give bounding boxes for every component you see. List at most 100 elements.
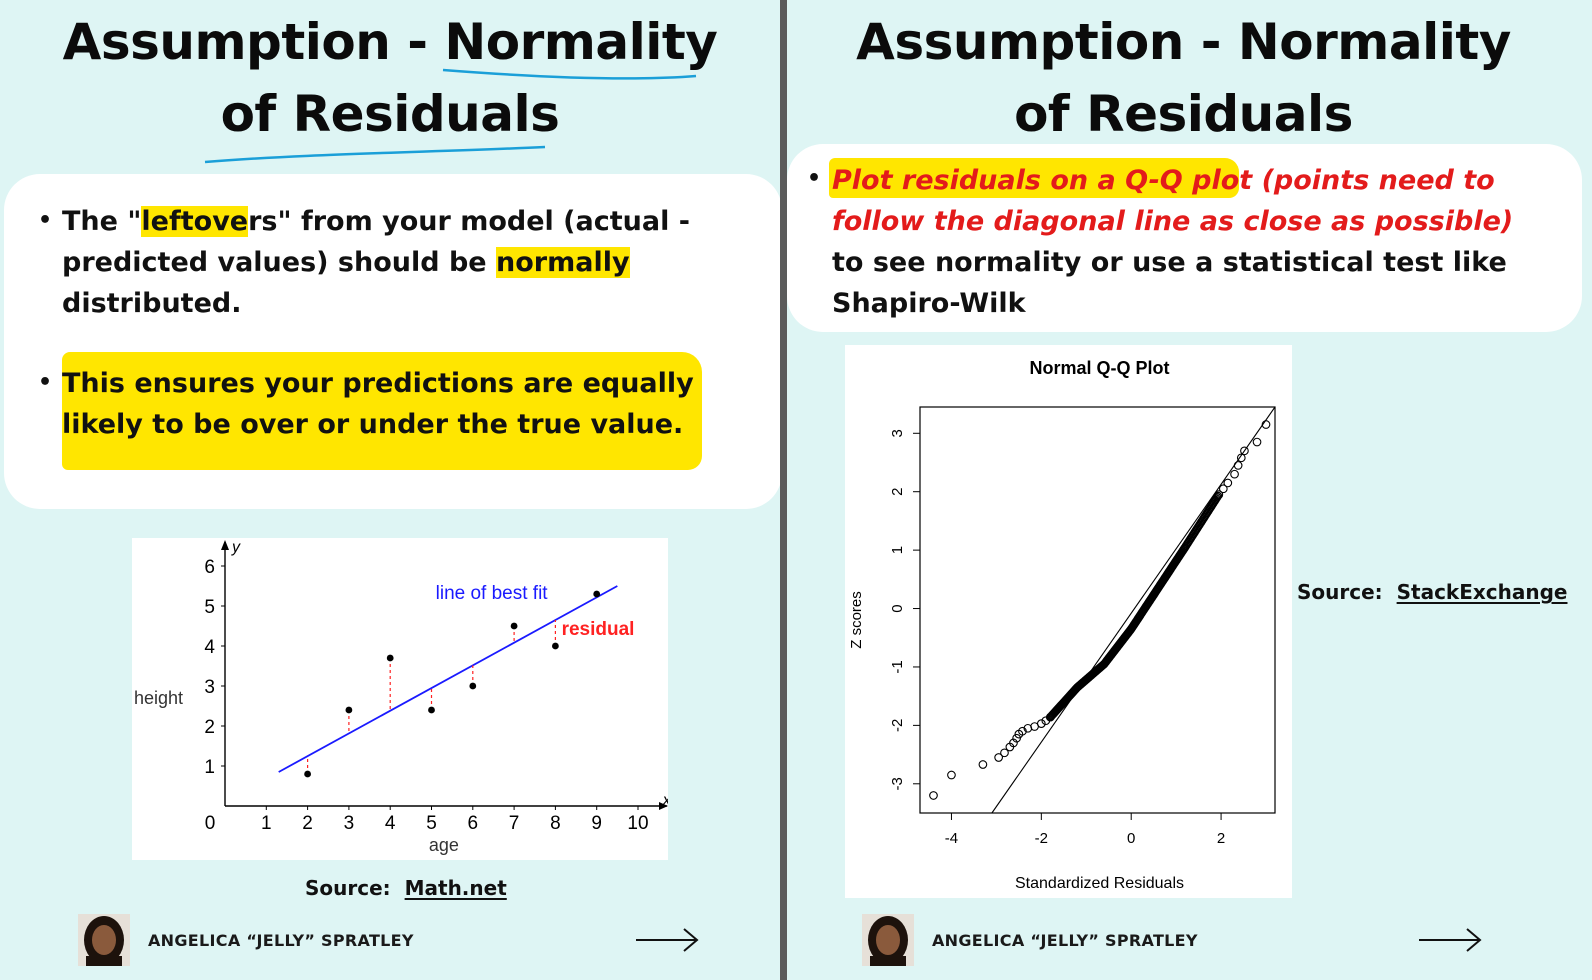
x-tick-label: 4: [385, 813, 396, 834]
qq-point: [1212, 493, 1222, 502]
x-tick-label: 6: [468, 813, 479, 834]
x-tick-label: 3: [344, 813, 355, 834]
author-avatar: [78, 914, 130, 966]
slide-1: Assumption - Normality of Residuals • Th…: [0, 0, 780, 980]
x-tick-label: 0: [1127, 830, 1135, 847]
highlight-block: [62, 352, 702, 470]
y-tick-label: -1: [889, 660, 906, 673]
qq-point: [1233, 461, 1243, 470]
x-tick-label: -4: [945, 830, 958, 847]
data-point: [469, 682, 477, 690]
bullet-dot: •: [807, 166, 822, 191]
qq-point: [994, 753, 1003, 762]
qq-point: [1223, 478, 1233, 488]
author-name: ANGELICA “JELLY” SPRATLEY: [932, 931, 1198, 950]
qq-point: [1252, 437, 1262, 447]
y-axis-symbol: y: [231, 539, 241, 556]
data-point: [304, 770, 311, 778]
x-tick-label: 10: [627, 813, 648, 834]
qq-point: [1012, 733, 1021, 743]
y-tick-label: 6: [204, 557, 215, 578]
bullet-leftovers: The "leftovers" from your model (actual …: [62, 206, 690, 319]
qq-plot-svg: Normal Q-Q Plot -4 -2 0 2 -3 -2 -1 0 1 2 3 Standardi…: [848, 358, 1276, 892]
residual-chart: x y 0 1 2 3 4 5 6 7 8 9 10 1 2 3 4 5 6 age height line of bes…: [132, 538, 672, 860]
author-name: ANGELICA “JELLY” SPRATLEY: [148, 931, 414, 950]
slide-2: Assumption - Normality of Residuals • Pl…: [787, 0, 1592, 980]
content-card: • Plot residuals on a Q-Q plot (points n…: [787, 144, 1582, 332]
reference-line: [991, 406, 1276, 814]
data-point: [345, 706, 353, 714]
residual-chart-svg: x y 0 1 2 3 4 5 6 7 8 9 10 1 2 3 4 5 6 age height line of bes…: [134, 539, 672, 855]
y-tick-label: -2: [889, 719, 906, 732]
data-point: [593, 590, 601, 598]
qq-plot-chart: Normal Q-Q Plot -4 -2 0 2 -3 -2 -1 0 1 2 3 Standardi…: [845, 345, 1292, 898]
x-tick-label: 9: [591, 813, 602, 834]
x-axis-label: Standardized Residuals: [1015, 875, 1184, 892]
bullet-dot: •: [38, 208, 53, 233]
plot-frame: [919, 406, 1276, 814]
chart-title: Normal Q-Q Plot: [1029, 358, 1169, 378]
x-tick-label: 5: [426, 813, 437, 834]
y-tick-label: 1: [889, 546, 906, 554]
bullet-dot: •: [38, 370, 53, 395]
data-point: [386, 654, 394, 662]
y-axis-label: Z scores: [848, 591, 865, 649]
y-axis-label: height: [134, 688, 183, 708]
x-axis-symbol: x: [662, 792, 668, 809]
highlight-stroke: [829, 158, 1239, 198]
next-arrow-icon[interactable]: [634, 926, 704, 954]
qq-point: [1230, 469, 1239, 479]
author-avatar: [862, 914, 914, 966]
qq-point: [947, 770, 956, 780]
y-tick-label: 2: [889, 488, 906, 496]
qq-point: [1036, 719, 1046, 728]
source-caption: Source: Math.net: [305, 876, 507, 900]
qq-point: [1218, 484, 1228, 494]
data-point: [428, 706, 435, 714]
y-tick-label: 1: [204, 757, 215, 778]
qq-point: [1213, 491, 1223, 501]
qq-point: [929, 791, 938, 800]
fit-line-label: line of best fit: [436, 583, 549, 604]
residual-label: residual: [562, 619, 635, 640]
x-tick-label: -2: [1035, 830, 1048, 847]
x-tick-label: 2: [1217, 830, 1225, 847]
source-link[interactable]: Math.net: [404, 876, 507, 900]
y-tick-label: 0: [889, 604, 906, 612]
x-tick-label: 7: [509, 813, 520, 834]
bullet-predictions: This ensures your predictions are equall…: [62, 368, 694, 440]
y-tick-label: 4: [204, 637, 215, 658]
source-caption: Source: StackExchange: [1297, 580, 1568, 604]
y-tick-label: 3: [889, 429, 906, 437]
x-tick-label: 1: [261, 813, 272, 834]
x-axis-arrow: [659, 802, 668, 810]
x-tick-label: 8: [550, 813, 561, 834]
x-axis-label: age: [429, 835, 459, 855]
qq-point: [978, 760, 988, 769]
y-tick-label: -3: [889, 777, 906, 790]
x-tick-label: 0: [205, 813, 216, 834]
y-tick-label: 2: [204, 717, 215, 738]
next-arrow-icon[interactable]: [1417, 926, 1487, 954]
source-link[interactable]: StackExchange: [1396, 580, 1568, 604]
qq-point: [1009, 738, 1018, 748]
bullet-qq-plot: Plot residuals on a Q-Q plot (points nee…: [832, 165, 1514, 319]
qq-point: [1045, 712, 1055, 722]
qq-point: [1018, 726, 1027, 736]
data-point: [510, 622, 518, 630]
y-axis-arrow: [221, 540, 229, 550]
qq-point: [1240, 446, 1249, 456]
title-underline-decoration: [204, 68, 697, 164]
fit-line: [278, 585, 618, 773]
qq-point: [1214, 490, 1224, 499]
qq-point: [1000, 748, 1009, 758]
data-point: [552, 642, 559, 650]
qq-point: [1236, 453, 1246, 463]
qq-point: [1261, 420, 1271, 429]
page-title: Assumption - Normality of Residuals: [62, 13, 718, 143]
y-tick-label: 5: [204, 597, 215, 618]
content-card: • The "leftovers" from your model (actua…: [4, 174, 780, 509]
x-tick-label: 2: [302, 813, 313, 834]
y-tick-label: 3: [204, 677, 215, 698]
page-title: Assumption - Normality of Residuals: [856, 13, 1511, 143]
